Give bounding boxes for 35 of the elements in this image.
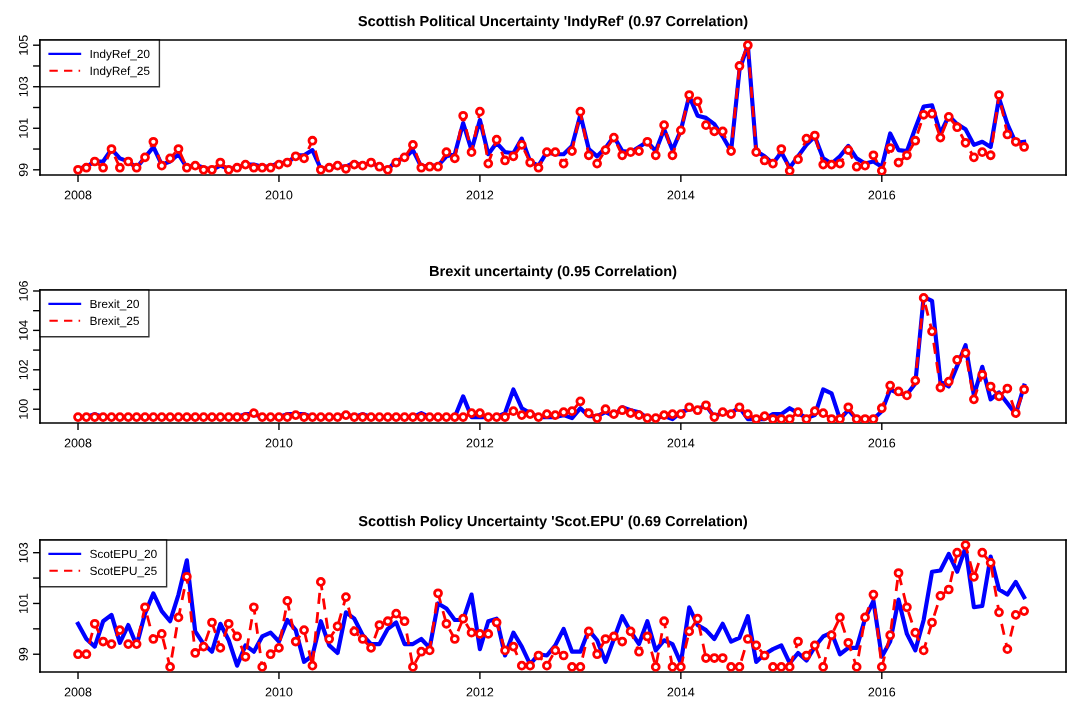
y-tick-label: 99 [18,163,28,177]
x-tick-label: 2014 [667,190,695,200]
x-tick-label: 2008 [64,438,92,448]
chart-title: Scottish Policy Uncertainty 'Scot.EPU' (0.69 Correlation) [358,515,747,530]
x-tick-label: 2010 [265,190,293,200]
y-tick-label: 103 [18,76,28,97]
x-tick-label: 2008 [64,687,92,697]
y-tick-label: 99 [18,647,28,661]
y-tick-label: 102 [18,360,28,380]
y-tick-label: 100 [18,399,28,419]
chart-title: Brexit uncertainty (0.95 Correlation) [429,265,677,280]
x-tick-label: 2012 [466,438,494,448]
legend-label: ScotEPU_20 [90,549,157,561]
legend-label: Brexit_20 [90,299,139,311]
y-tick-label: 105 [18,35,28,55]
x-tick-label: 2016 [868,438,896,448]
x-tick-label: 2014 [667,687,695,697]
legend-label: IndyRef_20 [90,49,150,61]
x-tick-label: 2016 [868,190,896,200]
x-tick-label: 2014 [667,438,695,448]
x-tick-label: 2016 [868,687,896,697]
x-tick-label: 2010 [265,438,293,448]
legend-label: ScotEPU_25 [90,566,157,578]
y-tick-label: 104 [18,320,28,340]
y-tick-label: 103 [18,542,28,563]
x-tick-label: 2010 [265,687,293,697]
legend-label: Brexit_25 [90,316,139,328]
x-tick-label: 2012 [466,687,494,697]
legend-label: IndyRef_25 [90,66,150,78]
x-tick-label: 2008 [64,190,92,200]
x-tick-label: 2012 [466,190,494,200]
y-tick-label: 101 [18,593,28,613]
y-tick-label: 106 [18,281,28,301]
chart-title: Scottish Political Uncertainty 'IndyRef' (0.97 Correlation) [358,15,748,30]
y-tick-label: 101 [18,118,28,138]
